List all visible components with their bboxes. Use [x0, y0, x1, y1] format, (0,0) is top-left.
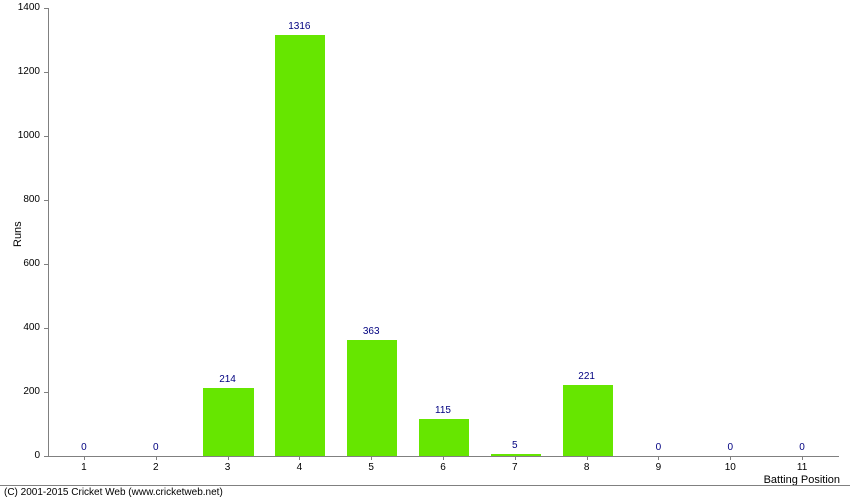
- y-tick-label: 800: [0, 194, 40, 205]
- x-tick-mark: [228, 456, 229, 460]
- y-tick-mark: [44, 456, 48, 457]
- y-tick-mark: [44, 392, 48, 393]
- y-tick-mark: [44, 8, 48, 9]
- copyright-text: (C) 2001-2015 Cricket Web (www.cricketwe…: [4, 487, 223, 498]
- y-tick-label: 0: [0, 450, 40, 461]
- y-tick-label: 600: [0, 258, 40, 269]
- x-tick-label: 9: [623, 462, 695, 473]
- y-tick-label: 1400: [0, 2, 40, 13]
- x-tick-mark: [515, 456, 516, 460]
- chart-container: Runs Batting Position (C) 2001-2015 Cric…: [0, 0, 850, 500]
- x-tick-label: 6: [407, 462, 479, 473]
- x-tick-mark: [371, 456, 372, 460]
- footer-divider: [0, 485, 850, 486]
- bar-value-label: 1316: [263, 21, 335, 32]
- x-tick-label: 7: [479, 462, 551, 473]
- x-tick-label: 4: [263, 462, 335, 473]
- bar-value-label: 0: [623, 442, 695, 453]
- x-tick-mark: [802, 456, 803, 460]
- bar-value-label: 214: [192, 374, 264, 385]
- x-tick-mark: [730, 456, 731, 460]
- x-tick-label: 5: [335, 462, 407, 473]
- bar-value-label: 5: [479, 440, 551, 451]
- y-tick-label: 400: [0, 322, 40, 333]
- y-tick-label: 1200: [0, 66, 40, 77]
- x-tick-label: 3: [192, 462, 264, 473]
- x-tick-mark: [84, 456, 85, 460]
- y-tick-mark: [44, 264, 48, 265]
- bar-value-label: 0: [766, 442, 838, 453]
- y-tick-mark: [44, 72, 48, 73]
- plot-area: [48, 8, 839, 457]
- x-tick-label: 10: [694, 462, 766, 473]
- x-tick-mark: [587, 456, 588, 460]
- bar-value-label: 0: [48, 442, 120, 453]
- bar: [347, 340, 397, 456]
- bar-value-label: 0: [120, 442, 192, 453]
- x-tick-label: 8: [551, 462, 623, 473]
- x-tick-label: 1: [48, 462, 120, 473]
- bar-value-label: 363: [335, 326, 407, 337]
- x-tick-label: 2: [120, 462, 192, 473]
- bar: [419, 419, 469, 456]
- x-tick-label: 11: [766, 462, 838, 473]
- y-tick-label: 1000: [0, 130, 40, 141]
- bar: [563, 385, 613, 456]
- y-tick-mark: [44, 136, 48, 137]
- y-axis-title: Runs: [12, 221, 24, 247]
- x-tick-mark: [443, 456, 444, 460]
- bar-value-label: 115: [407, 405, 479, 416]
- x-tick-mark: [299, 456, 300, 460]
- bar-value-label: 0: [694, 442, 766, 453]
- x-tick-mark: [156, 456, 157, 460]
- y-tick-mark: [44, 200, 48, 201]
- bar: [275, 35, 325, 456]
- bar-value-label: 221: [551, 371, 623, 382]
- bar: [203, 388, 253, 456]
- x-tick-mark: [658, 456, 659, 460]
- y-tick-mark: [44, 328, 48, 329]
- y-tick-label: 200: [0, 386, 40, 397]
